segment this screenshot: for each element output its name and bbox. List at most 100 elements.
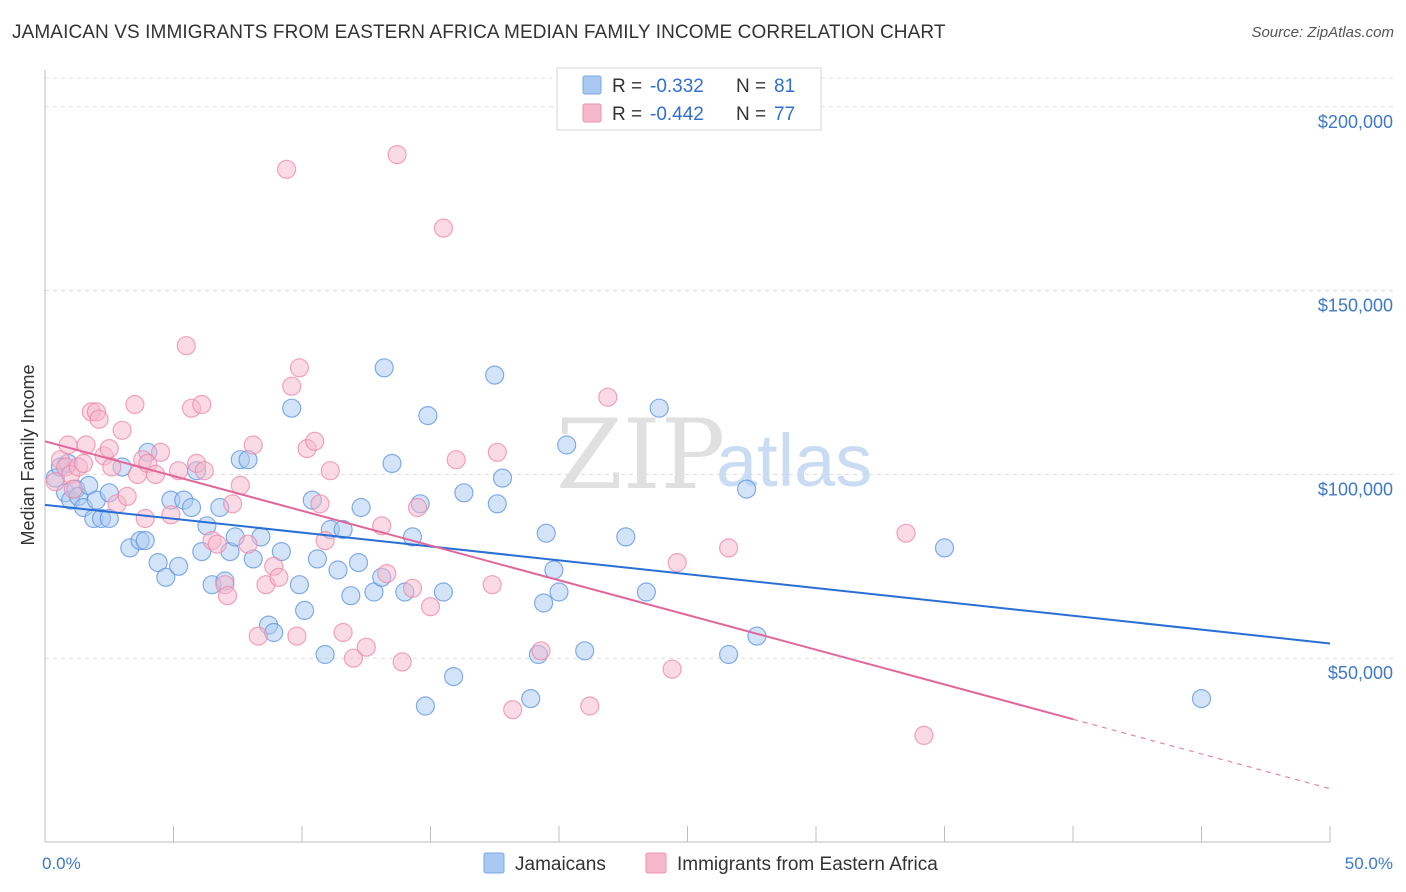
data-point (45, 472, 65, 492)
data-point (1191, 688, 1212, 709)
data-point (315, 644, 335, 665)
data-point (503, 700, 523, 720)
x-tick-label: 50.0% (1345, 854, 1393, 873)
data-point (156, 567, 176, 587)
series-eastern-africa (45, 145, 934, 746)
data-point (896, 523, 916, 543)
data-point (135, 508, 155, 529)
legend-label-jamaicans: Jamaicans (515, 854, 606, 875)
data-point (533, 593, 554, 613)
data-point (282, 398, 302, 418)
data-point (415, 696, 435, 716)
data-point (269, 567, 289, 587)
stats-r-value: -0.442 (650, 104, 704, 125)
data-point (433, 218, 453, 238)
chart-title: JAMAICAN VS IMMIGRANTS FROM EASTERN AFRI… (12, 22, 946, 43)
data-point (341, 586, 361, 606)
data-point (402, 578, 423, 598)
data-point (482, 575, 502, 595)
data-point (238, 534, 258, 554)
data-point (418, 406, 438, 426)
data-point (662, 659, 682, 679)
data-point (348, 552, 369, 573)
data-point (76, 435, 96, 455)
gridlines (45, 77, 1394, 659)
legend-swatch-jamaicans (483, 852, 505, 874)
data-point (392, 652, 412, 672)
watermark-zip: ZIP (556, 399, 725, 511)
data-point (310, 494, 330, 514)
stats-r-label: R = (612, 104, 642, 125)
data-point (531, 641, 551, 661)
data-point (289, 358, 309, 378)
trend-line-jamaicans (44, 503, 1331, 645)
y-tick-label: $200,000 (1318, 112, 1393, 132)
data-point (433, 582, 453, 602)
data-point (934, 538, 955, 558)
data-point (492, 468, 513, 488)
legend: Jamaicans Immigrants from Eastern Africa (483, 852, 938, 875)
data-point (580, 696, 600, 716)
stats-swatch-eastern-africa (582, 103, 602, 123)
data-point (636, 582, 657, 602)
trend-line-eastern-africa-extension (1072, 718, 1331, 790)
data-point (320, 461, 340, 481)
data-point (408, 497, 428, 518)
x-tick-labels: 0.0% 50.0% (42, 854, 1393, 873)
data-point (181, 497, 202, 518)
stats-n-label: N = (736, 104, 766, 125)
data-point (333, 519, 353, 540)
data-point (305, 431, 325, 451)
data-point (485, 365, 505, 385)
data-point (287, 626, 307, 646)
data-point (487, 442, 507, 462)
stats-box: R = -0.332 N = 81 R = -0.442 N = 77 (556, 67, 822, 131)
data-point (446, 450, 466, 470)
data-point (192, 394, 212, 415)
data-point (382, 453, 402, 473)
stats-n-value: 77 (774, 104, 795, 125)
data-point (649, 398, 669, 418)
watermark: ZIP atlas (556, 399, 872, 511)
data-point (444, 666, 464, 687)
data-point (161, 505, 181, 525)
data-point (521, 688, 541, 709)
data-point (169, 556, 189, 576)
data-point (243, 435, 263, 455)
data-point (112, 420, 132, 440)
data-point (248, 626, 268, 646)
data-point (487, 494, 507, 514)
data-point (99, 439, 119, 459)
data-point (307, 549, 327, 569)
data-point (207, 534, 227, 554)
data-point (575, 641, 595, 661)
data-point (117, 486, 137, 506)
stats-r-label: R = (612, 76, 642, 97)
data-point (549, 582, 569, 602)
data-point (223, 494, 243, 514)
data-point (377, 563, 397, 584)
data-point (151, 442, 171, 462)
data-point (351, 497, 371, 518)
data-point (333, 622, 353, 643)
data-point (73, 453, 94, 473)
data-point (289, 575, 309, 595)
data-point (217, 586, 238, 606)
data-point (718, 644, 739, 665)
data-point (295, 600, 315, 621)
data-point (667, 552, 687, 573)
y-tick-labels: $50,000 $100,000 $150,000 $200,000 (1318, 112, 1393, 683)
stats-n-value: 81 (774, 76, 795, 97)
data-point (536, 523, 556, 543)
data-point (102, 457, 122, 477)
data-point (135, 530, 155, 551)
data-point (194, 461, 214, 481)
data-point (718, 538, 739, 558)
data-point (125, 394, 145, 415)
y-tick-label: $150,000 (1318, 296, 1393, 316)
data-point (557, 435, 577, 455)
data-point (374, 358, 394, 378)
y-axis-label: Median Family Income (18, 364, 38, 545)
chart-source: Source: ZipAtlas.com (1251, 24, 1394, 41)
y-tick-label: $50,000 (1328, 663, 1393, 683)
